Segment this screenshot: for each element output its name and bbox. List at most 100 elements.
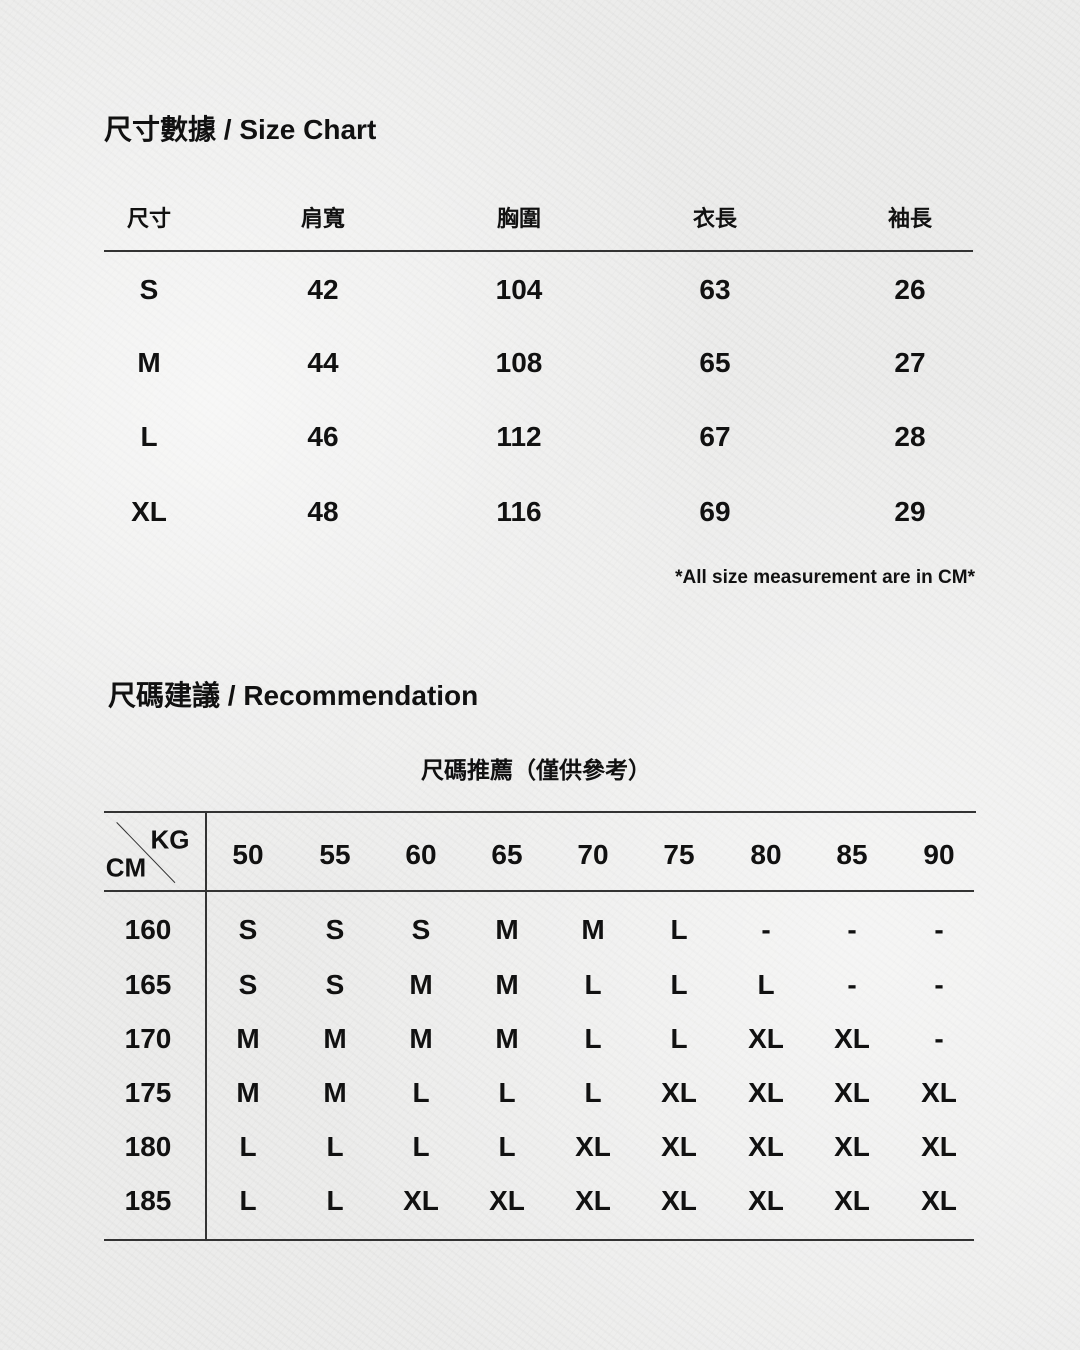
weight-header: 90 — [923, 839, 955, 870]
height-label: 165 — [124, 969, 172, 1000]
measurement-cell: 29 — [894, 496, 926, 527]
size-recommendation-cell: S — [238, 914, 258, 945]
size-recommendation-cell: L — [412, 1131, 430, 1162]
size-recommendation-cell: S — [238, 969, 258, 1000]
corner-cm-label: CM — [105, 852, 147, 883]
size-recommendation-cell: XL — [489, 1185, 525, 1216]
column-header: 胸圍 — [496, 206, 542, 231]
weight-header: 55 — [319, 839, 351, 870]
measurement-cell: 104 — [495, 274, 543, 305]
size-recommendation-cell: - — [934, 969, 944, 1000]
size-recommendation-cell: M — [495, 914, 519, 945]
size-recommendation-cell: L — [239, 1185, 257, 1216]
size-recommendation-cell: M — [236, 1077, 260, 1108]
size-recommendation-cell: M — [323, 1023, 347, 1054]
size-recommendation-cell: XL — [834, 1023, 870, 1054]
weight-header: 80 — [750, 839, 782, 870]
column-header: 袖長 — [887, 206, 933, 231]
header-divider — [104, 890, 974, 892]
size-recommendation-cell: L — [757, 969, 775, 1000]
size-recommendation-cell: L — [670, 914, 688, 945]
size-recommendation-cell: - — [761, 914, 771, 945]
measurement-cell: 48 — [307, 496, 339, 527]
size-recommendation-cell: L — [412, 1077, 430, 1108]
size-recommendation-cell: XL — [834, 1077, 870, 1108]
size-recommendation-cell: L — [498, 1131, 516, 1162]
measurement-cell: 69 — [699, 496, 731, 527]
size-recommendation-cell: M — [409, 1023, 433, 1054]
size-recommendation-cell: XL — [575, 1185, 611, 1216]
size-recommendation-cell: - — [934, 1023, 944, 1054]
size-recommendation-cell: L — [326, 1185, 344, 1216]
size-label: L — [140, 421, 158, 452]
recommendation-title: 尺碼建議 / Recommendation — [108, 680, 479, 711]
column-header: 衣長 — [692, 206, 738, 231]
size-chart-header-divider — [104, 250, 973, 252]
weight-header: 85 — [836, 839, 868, 870]
size-recommendation-cell: M — [409, 969, 433, 1000]
size-recommendation-cell: M — [495, 1023, 519, 1054]
size-recommendation-cell: M — [323, 1077, 347, 1108]
measurement-cell: 116 — [496, 496, 542, 527]
weight-header: 75 — [663, 839, 695, 870]
size-recommendation-cell: XL — [834, 1131, 870, 1162]
measurement-cell: 26 — [894, 274, 926, 305]
measurement-cell: 28 — [894, 421, 926, 452]
height-label: 185 — [124, 1185, 172, 1216]
weight-header: 50 — [232, 839, 264, 870]
recommendation-subtitle: 尺碼推薦（僅供參考） — [421, 757, 651, 783]
size-recommendation-cell: L — [670, 969, 688, 1000]
size-recommendation-cell: XL — [748, 1077, 784, 1108]
table-bottom-border — [104, 1239, 974, 1241]
height-label: 170 — [124, 1023, 172, 1054]
measurement-cell: 67 — [699, 421, 731, 452]
size-recommendation-cell: XL — [748, 1023, 784, 1054]
measurement-cell: 63 — [699, 274, 731, 305]
size-recommendation-cell: L — [326, 1131, 344, 1162]
height-label: 175 — [124, 1077, 172, 1108]
size-recommendation-cell: L — [584, 969, 602, 1000]
size-recommendation-cell: S — [325, 914, 345, 945]
size-label: M — [137, 347, 161, 378]
column-header: 肩寬 — [300, 206, 346, 231]
size-recommendation-cell: XL — [575, 1131, 611, 1162]
measurement-cell: 44 — [307, 347, 339, 378]
size-recommendation-cell: M — [581, 914, 605, 945]
size-recommendation-cell: L — [584, 1077, 602, 1108]
size-recommendation-cell: XL — [748, 1185, 784, 1216]
size-recommendation-cell: L — [498, 1077, 516, 1108]
measurement-cell: 46 — [307, 421, 339, 452]
size-label: XL — [131, 496, 167, 527]
table-top-border — [104, 811, 976, 813]
size-recommendation-cell: S — [411, 914, 431, 945]
measurement-cell: 112 — [496, 421, 542, 452]
size-recommendation-cell: XL — [921, 1185, 957, 1216]
size-recommendation-cell: M — [236, 1023, 260, 1054]
measurement-cell: 108 — [495, 347, 543, 378]
size-recommendation-cell: L — [670, 1023, 688, 1054]
size-recommendation-cell: L — [584, 1023, 602, 1054]
size-recommendation-cell: XL — [661, 1131, 697, 1162]
size-recommendation-cell: L — [239, 1131, 257, 1162]
size-chart-title: 尺寸數據 / Size Chart — [104, 114, 377, 145]
measurement-cell: 27 — [894, 347, 926, 378]
size-recommendation-cell: - — [847, 914, 857, 945]
column-header: 尺寸 — [126, 206, 172, 231]
measurement-note: *All size measurement are in CM* — [675, 567, 975, 588]
size-recommendation-cell: - — [934, 914, 944, 945]
size-recommendation-cell: XL — [921, 1077, 957, 1108]
height-label: 160 — [124, 914, 172, 945]
measurement-cell: 42 — [307, 274, 339, 305]
weight-header: 60 — [405, 839, 437, 870]
measurement-cell: 65 — [699, 347, 731, 378]
size-recommendation-cell: XL — [661, 1185, 697, 1216]
size-label: S — [139, 274, 159, 305]
size-recommendation-cell: XL — [403, 1185, 439, 1216]
size-recommendation-cell: XL — [921, 1131, 957, 1162]
height-label: 180 — [124, 1131, 172, 1162]
size-recommendation-cell: S — [325, 969, 345, 1000]
column-divider — [205, 813, 207, 1240]
size-recommendation-cell: XL — [748, 1131, 784, 1162]
weight-header: 65 — [491, 839, 523, 870]
size-recommendation-cell: XL — [834, 1185, 870, 1216]
